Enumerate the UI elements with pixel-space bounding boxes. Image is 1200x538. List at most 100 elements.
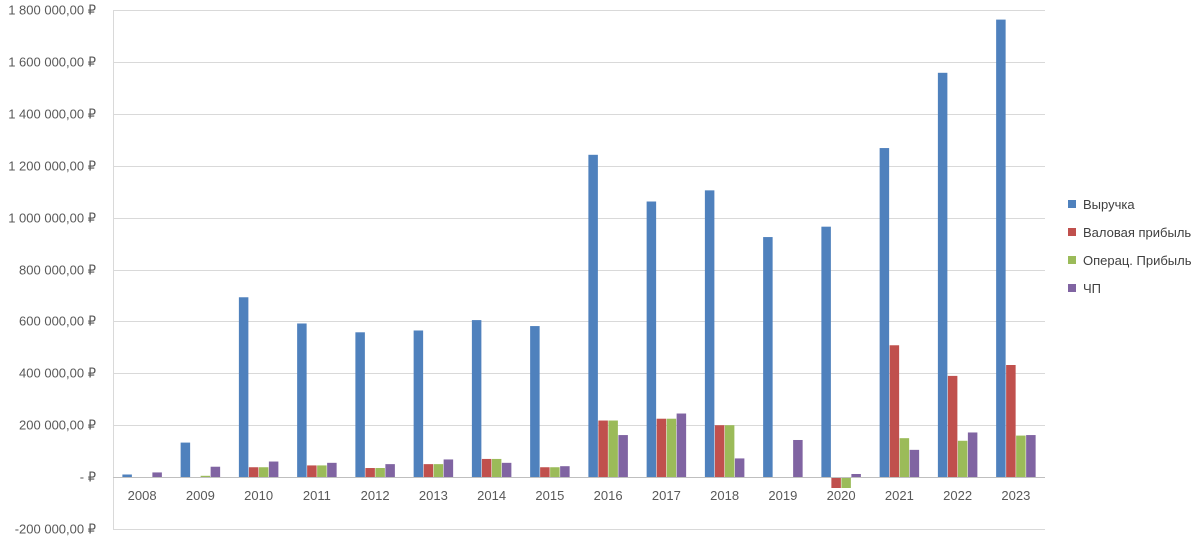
y-tick-label: 400 000,00 ₽: [19, 366, 96, 381]
x-tick-label: 2020: [827, 488, 856, 503]
bar: [530, 326, 540, 478]
bar: [793, 439, 803, 478]
legend-swatch: [1068, 256, 1076, 264]
bar: [258, 467, 269, 478]
bar: [646, 201, 657, 478]
y-tick-label: 600 000,00 ₽: [19, 314, 96, 329]
bar: [413, 330, 424, 478]
bar: [238, 297, 249, 478]
bar: [608, 420, 618, 478]
bar: [996, 19, 1006, 478]
bar: [423, 464, 434, 478]
legend-swatch: [1068, 284, 1076, 292]
bar: [937, 72, 948, 478]
bar: [676, 413, 687, 478]
bar: [666, 418, 677, 478]
bar: [317, 465, 327, 478]
bar: [947, 375, 958, 478]
x-tick-label: 2022: [943, 488, 972, 503]
bar: [560, 466, 570, 478]
bar: [656, 418, 667, 478]
bar: [501, 462, 512, 478]
x-tick-label: 2023: [1001, 488, 1030, 503]
bar: [909, 449, 920, 478]
bar: [385, 464, 395, 478]
legend: Выручка Валовая прибыль Операц. Прибыль ЧП: [1068, 190, 1192, 302]
x-tick-label: 2016: [594, 488, 623, 503]
bar: [889, 345, 900, 478]
legend-item: Валовая прибыль: [1068, 218, 1192, 246]
bar: [355, 332, 365, 478]
x-tick-label: 2017: [652, 488, 681, 503]
bar: [122, 474, 132, 478]
legend-label: Операц. Прибыль: [1083, 252, 1192, 268]
x-tick-label: 2014: [477, 488, 506, 503]
x-tick-label: 2018: [710, 488, 739, 503]
bar: [714, 425, 725, 478]
bar: [471, 320, 482, 478]
bar: [734, 458, 745, 478]
bar: [550, 467, 560, 478]
y-tick-label: 1 000 000,00 ₽: [8, 211, 96, 226]
y-tick-label: - ₽: [80, 470, 96, 485]
x-tick-label: 2009: [186, 488, 215, 503]
bar: [957, 440, 968, 478]
bar: [851, 473, 861, 478]
legend-swatch: [1068, 228, 1076, 236]
bar: [491, 458, 502, 478]
bar: [1026, 435, 1036, 478]
legend-item: ЧП: [1068, 274, 1192, 302]
legend-label: Валовая прибыль: [1083, 224, 1192, 240]
x-tick-label: 2008: [128, 488, 157, 503]
bar: [375, 468, 385, 478]
y-tick-label: 1 400 000,00 ₽: [8, 107, 96, 122]
legend-label: Выручка: [1083, 196, 1135, 212]
bar: [724, 425, 735, 478]
x-tick-label: 2021: [885, 488, 914, 503]
y-tick-label: 200 000,00 ₽: [19, 418, 96, 433]
x-tick-label: 2015: [535, 488, 564, 503]
bar: [268, 461, 279, 478]
bar: [327, 462, 337, 478]
x-tick-label: 2013: [419, 488, 448, 503]
y-tick-label: 1 200 000,00 ₽: [8, 159, 96, 174]
bar: [831, 477, 841, 488]
y-tick-label: 1 600 000,00 ₽: [8, 55, 96, 70]
bar: [297, 323, 307, 478]
y-tick-label: 1 800 000,00 ₽: [8, 3, 96, 18]
bar: [588, 154, 598, 478]
y-tick-label: -200 000,00 ₽: [15, 522, 96, 537]
bar: [879, 148, 890, 478]
bar: [899, 438, 910, 478]
bar: [598, 420, 608, 478]
x-tick-label: 2011: [303, 488, 331, 503]
legend-swatch: [1068, 200, 1076, 208]
bar: [433, 464, 444, 478]
x-tick-label: 2012: [361, 488, 390, 503]
x-tick-label: 2010: [244, 488, 273, 503]
bar: [180, 442, 191, 478]
bar: [540, 467, 550, 478]
x-tick-label: 2019: [768, 488, 797, 503]
bar: [443, 459, 454, 478]
bar: [307, 465, 317, 478]
bar: [1016, 435, 1026, 478]
bar: [481, 458, 492, 478]
bar: [763, 237, 773, 478]
bar: [1006, 365, 1016, 478]
legend-item: Операц. Прибыль: [1068, 246, 1192, 274]
y-tick-label: 800 000,00 ₽: [19, 263, 96, 278]
bar: [967, 432, 978, 478]
legend-label: ЧП: [1083, 280, 1102, 296]
bar: [248, 467, 259, 478]
bar: [152, 472, 162, 478]
bar: [210, 466, 221, 478]
bar: [821, 226, 831, 478]
legend-item: Выручка: [1068, 190, 1192, 218]
bar: [704, 190, 715, 478]
bar: [618, 435, 628, 478]
bar: [200, 475, 211, 478]
bar: [365, 468, 375, 478]
bar: [841, 477, 851, 488]
